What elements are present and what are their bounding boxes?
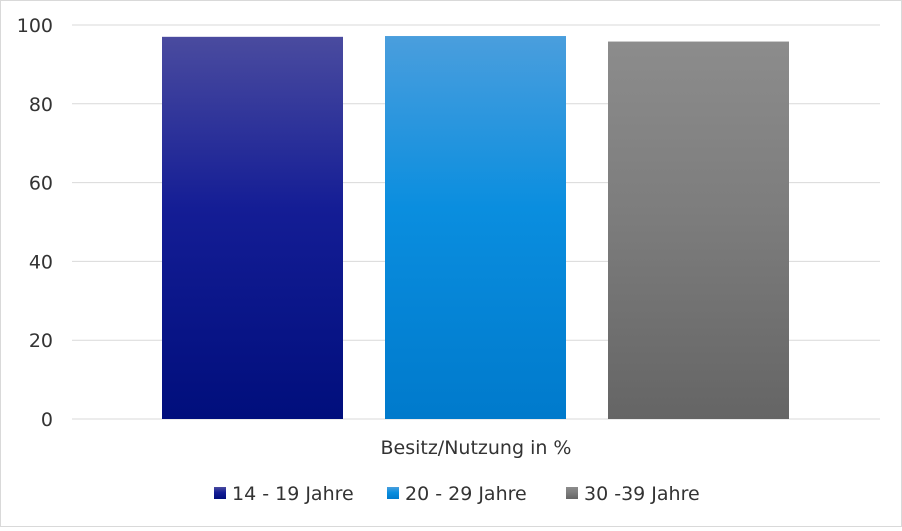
y-tick-label: 20 <box>29 330 53 352</box>
y-tick-label: 60 <box>29 173 53 195</box>
legend-swatch <box>214 487 226 499</box>
y-tick-label: 40 <box>29 251 53 273</box>
y-tick-label: 100 <box>17 15 53 37</box>
y-axis-ticks: 0 20 40 60 80 100 <box>17 15 53 431</box>
legend-label: 30 -39 Jahre <box>584 483 700 505</box>
legend-swatch <box>387 487 399 499</box>
legend-swatch <box>566 487 578 499</box>
legend-label: 14 - 19 Jahre <box>232 483 354 505</box>
y-tick-label: 0 <box>41 409 53 431</box>
bar-3 <box>608 41 789 419</box>
y-tick-label: 80 <box>29 94 53 116</box>
bars <box>162 36 789 419</box>
bar-1 <box>162 36 343 419</box>
legend: 14 - 19 Jahre 20 - 29 Jahre 30 -39 Jahre <box>214 483 700 505</box>
bar-2 <box>385 36 566 419</box>
legend-label: 20 - 29 Jahre <box>405 483 527 505</box>
x-category-label: Besitz/Nutzung in % <box>380 437 571 459</box>
